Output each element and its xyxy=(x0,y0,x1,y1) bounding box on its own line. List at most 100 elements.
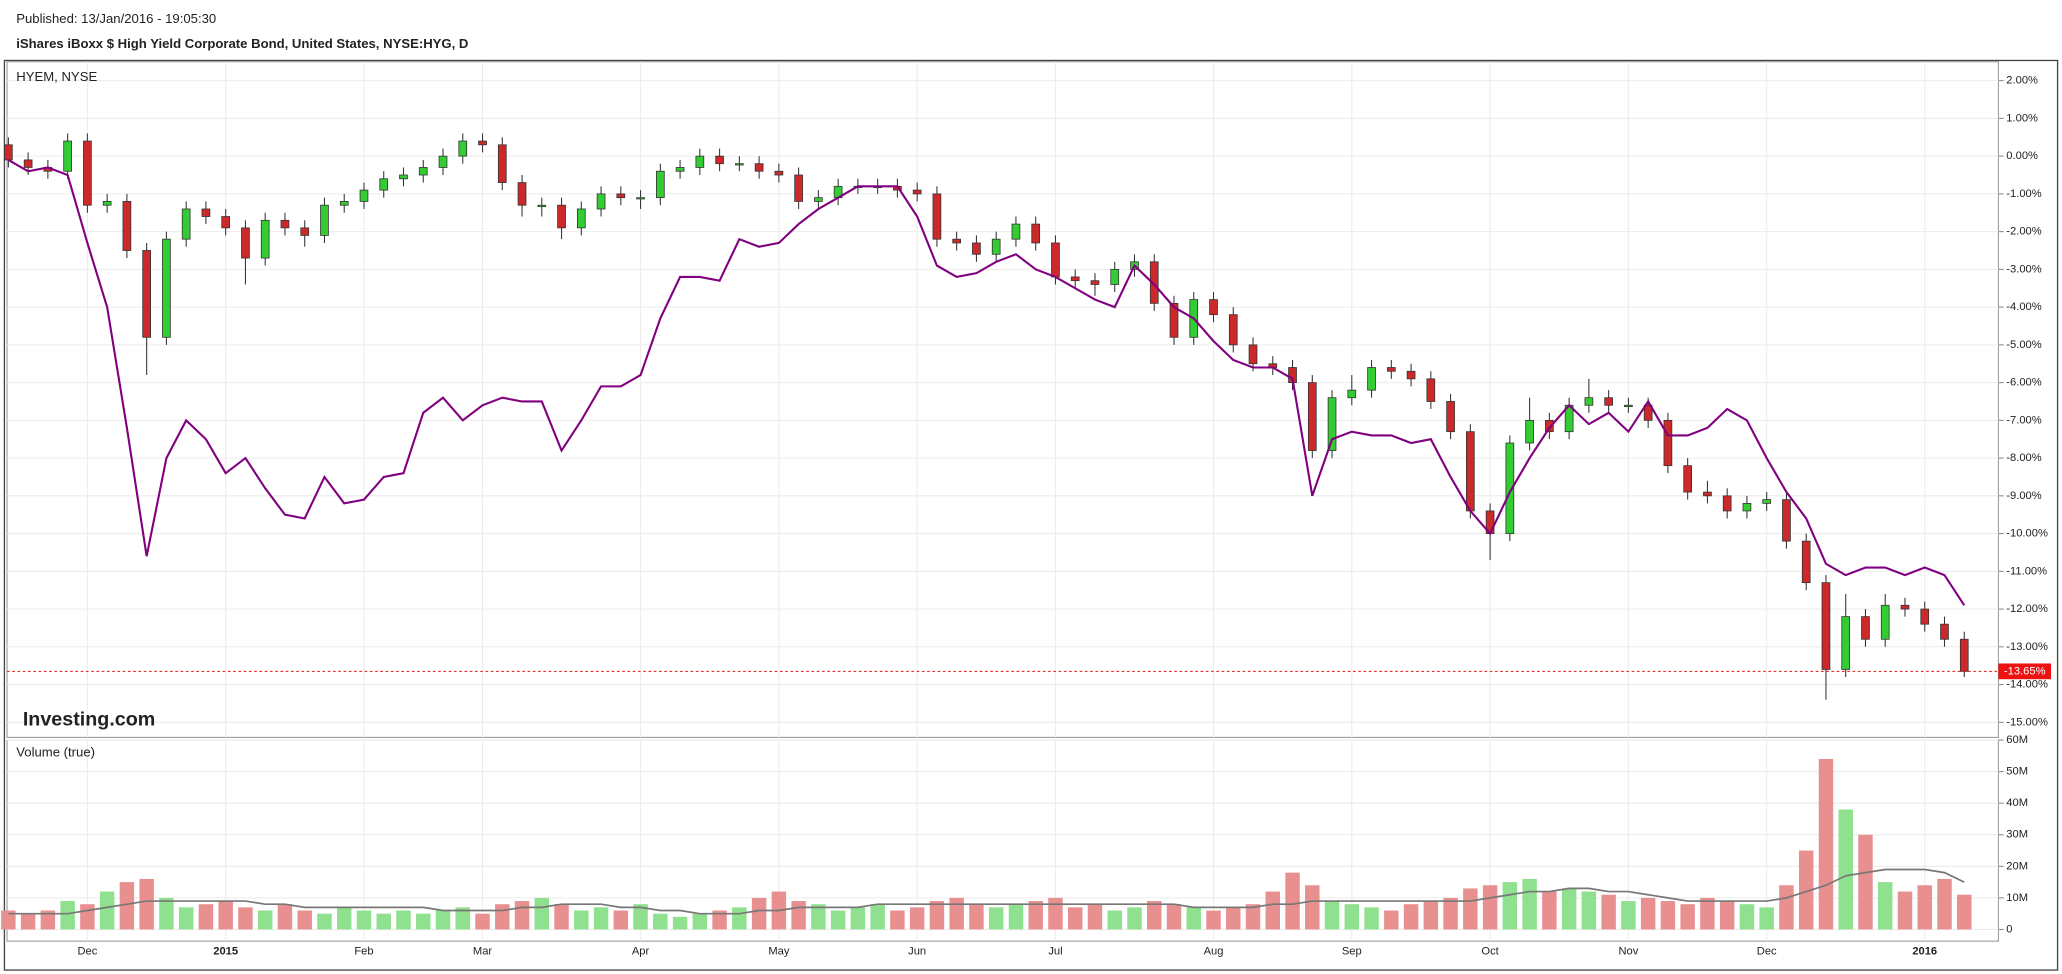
volume-bar xyxy=(80,904,95,930)
volume-bar xyxy=(1482,885,1498,930)
volume-bar xyxy=(870,904,885,930)
volume-bar xyxy=(1147,901,1162,930)
x-tick-label: Dec xyxy=(77,946,97,958)
volume-bar xyxy=(1186,907,1201,930)
candle-body xyxy=(596,193,606,210)
last-value-label: -13.65% xyxy=(2004,665,2046,677)
candle-body xyxy=(1031,223,1041,244)
volume-bar xyxy=(218,901,233,930)
volume-bar xyxy=(1265,891,1281,930)
volume-bar xyxy=(455,907,470,930)
candle-body xyxy=(1584,397,1594,406)
grid xyxy=(7,61,2004,942)
candle-body xyxy=(1149,261,1159,304)
volume-bar xyxy=(1166,904,1182,930)
volume-bar xyxy=(1561,888,1577,930)
volume-bar xyxy=(1087,904,1103,930)
volume-bar xyxy=(1127,907,1142,930)
y-tick-label: -11.00% xyxy=(2006,565,2047,577)
volume-bar xyxy=(969,904,984,930)
candle-body xyxy=(458,140,468,157)
volume-bar xyxy=(1364,907,1379,930)
candle-body xyxy=(1307,382,1317,451)
candle-body xyxy=(794,174,803,202)
volume-bar xyxy=(613,910,629,930)
y-tick-label: 40M xyxy=(2006,797,2028,809)
volume-bar xyxy=(139,878,154,930)
y-tick-label: 20M xyxy=(2006,860,2028,872)
volume-bar xyxy=(593,907,609,930)
candle-body xyxy=(814,197,823,202)
volume-bar xyxy=(1818,758,1834,930)
x-tick-label: Jun xyxy=(908,946,926,958)
x-tick-label: Mar xyxy=(473,946,492,958)
volume-bar xyxy=(1957,894,1972,930)
volume-bar xyxy=(257,910,273,930)
x-tick-label: Sep xyxy=(1342,946,1362,958)
y-tick-label: -9.00% xyxy=(2006,490,2041,502)
candle-body xyxy=(320,204,329,236)
volume-bar xyxy=(633,904,648,930)
candle-body xyxy=(655,170,665,199)
x-tick-label: May xyxy=(768,946,789,958)
y-tick-label: -6.00% xyxy=(2006,377,2041,389)
volume-bar xyxy=(988,907,1004,930)
candle-body xyxy=(438,155,448,168)
candle-body xyxy=(537,204,547,207)
candle-body xyxy=(1841,616,1851,670)
y-tick-label: -3.00% xyxy=(2006,263,2041,275)
volume-bar xyxy=(534,897,550,930)
volume-bar xyxy=(1621,901,1636,930)
volume-bar xyxy=(1917,885,1932,930)
candle-body xyxy=(1525,419,1534,444)
volume-bar xyxy=(1542,891,1557,930)
volume-bar xyxy=(712,910,727,930)
candle-body xyxy=(1466,431,1475,512)
candle-body xyxy=(1209,299,1218,316)
candle-body xyxy=(1624,404,1633,407)
candle-body xyxy=(1386,367,1396,372)
volume-bar xyxy=(1048,897,1063,930)
volume-bar xyxy=(1759,907,1774,930)
y-tick-label: -2.00% xyxy=(2006,226,2041,238)
volume-bar xyxy=(574,910,589,930)
volume-bar xyxy=(1423,901,1439,930)
candle-body xyxy=(1900,604,1910,610)
y-tick-label: -14.00% xyxy=(2006,679,2048,691)
y-tick-label: -15.00% xyxy=(2006,716,2048,728)
candle-body xyxy=(4,144,13,161)
candle-body xyxy=(1663,419,1673,467)
volume-bar xyxy=(60,901,75,930)
volume-bar xyxy=(830,910,846,930)
volume-bar xyxy=(1700,897,1715,930)
volume-bar xyxy=(416,913,431,930)
volume-bar xyxy=(1798,850,1814,930)
candle-body xyxy=(63,140,72,172)
candle-body xyxy=(754,163,764,172)
candle-body xyxy=(379,178,389,191)
x-tick-label: Dec xyxy=(1757,946,1777,958)
volume-bar xyxy=(1858,834,1873,930)
volume-bar xyxy=(850,907,866,930)
candle-body xyxy=(1683,465,1693,493)
candle-body xyxy=(1011,223,1021,240)
candle-body xyxy=(517,182,527,206)
volume-bar xyxy=(1008,904,1024,930)
candle-body xyxy=(339,201,349,206)
volume-bar xyxy=(1502,882,1518,930)
volume-bar xyxy=(159,897,174,930)
candle-body xyxy=(1110,268,1120,285)
y-tick-label: 30M xyxy=(2006,829,2028,841)
candle-body xyxy=(675,167,685,172)
x-tick-label: 2015 xyxy=(213,946,238,958)
marks: -13.65% xyxy=(1,133,2052,930)
candle-body xyxy=(280,219,290,229)
y-tick-label: -1.00% xyxy=(2006,188,2041,200)
candle-body xyxy=(735,163,744,166)
watermark: Investing.com xyxy=(23,709,155,731)
volume-bar xyxy=(1937,878,1952,930)
volume-bar xyxy=(751,897,767,930)
candle-body xyxy=(1959,638,1969,672)
volume-bar xyxy=(1601,894,1616,930)
